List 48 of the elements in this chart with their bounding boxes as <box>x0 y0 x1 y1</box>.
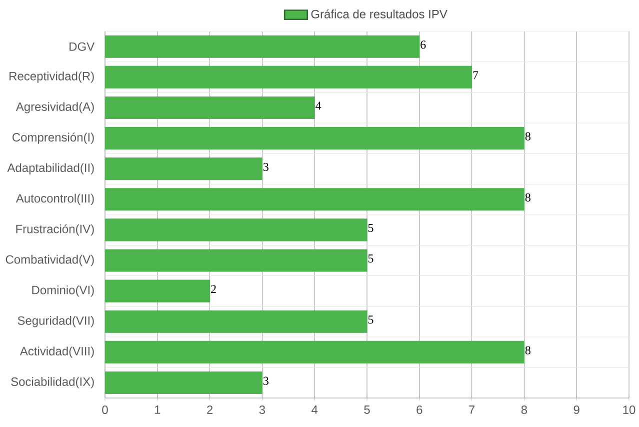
bar <box>105 127 524 150</box>
legend-label: Gráfica de resultados IPV <box>311 9 448 18</box>
x-tick-label: 10 <box>623 406 636 414</box>
x-tick-label: 7 <box>469 406 475 414</box>
data-label: 8 <box>525 193 530 202</box>
bar <box>105 35 420 58</box>
data-label: 5 <box>368 224 374 232</box>
data-label: 3 <box>263 376 268 385</box>
bar <box>105 371 262 394</box>
bar <box>105 249 368 272</box>
bar <box>105 96 315 119</box>
bar <box>105 218 368 242</box>
bar <box>105 340 524 364</box>
x-tick-label: 5 <box>364 406 370 414</box>
data-label: 5 <box>368 254 374 263</box>
y-tick-label: Combatividad(V) <box>6 254 94 266</box>
bar <box>105 158 262 180</box>
y-tick-label: Adaptabilidad(II) <box>7 163 94 174</box>
y-tick-label: Autocontrol(III) <box>16 194 94 205</box>
x-tick-label: 3 <box>259 406 266 414</box>
y-tick-label: Sociabilidad(IX) <box>11 377 94 388</box>
x-tick-label: 4 <box>312 406 318 414</box>
bar <box>105 310 368 333</box>
x-tick-label: 2 <box>207 406 213 414</box>
data-label: 2 <box>211 285 216 294</box>
y-tick-label: Agresividad(A) <box>16 102 94 114</box>
bar <box>105 188 524 211</box>
data-label: 5 <box>368 316 374 324</box>
x-tick-label: 0 <box>102 406 108 414</box>
y-tick-label: Comprensión(I) <box>12 132 94 144</box>
y-tick-label: Frustración(IV) <box>16 224 94 236</box>
x-tick-label: 9 <box>574 406 580 414</box>
bar <box>105 280 210 302</box>
y-tick-label: Receptividad(R) <box>10 72 94 83</box>
data-label: 6 <box>420 40 426 49</box>
data-label: 8 <box>525 132 530 140</box>
data-label: 4 <box>316 102 322 110</box>
y-tick-label: Seguridad(VII) <box>18 316 94 328</box>
y-tick-label: Actividad(VIII) <box>20 346 94 358</box>
data-label: 8 <box>525 346 530 354</box>
data-label: 7 <box>473 71 478 80</box>
y-tick-label: Dominio(VI) <box>32 285 94 297</box>
x-tick-label: 1 <box>154 406 160 414</box>
y-tick-label: DGV <box>70 42 95 51</box>
data-label: 3 <box>263 162 268 171</box>
bar <box>105 66 472 88</box>
x-tick-label: 8 <box>521 406 528 414</box>
x-tick-label: 6 <box>416 406 422 414</box>
